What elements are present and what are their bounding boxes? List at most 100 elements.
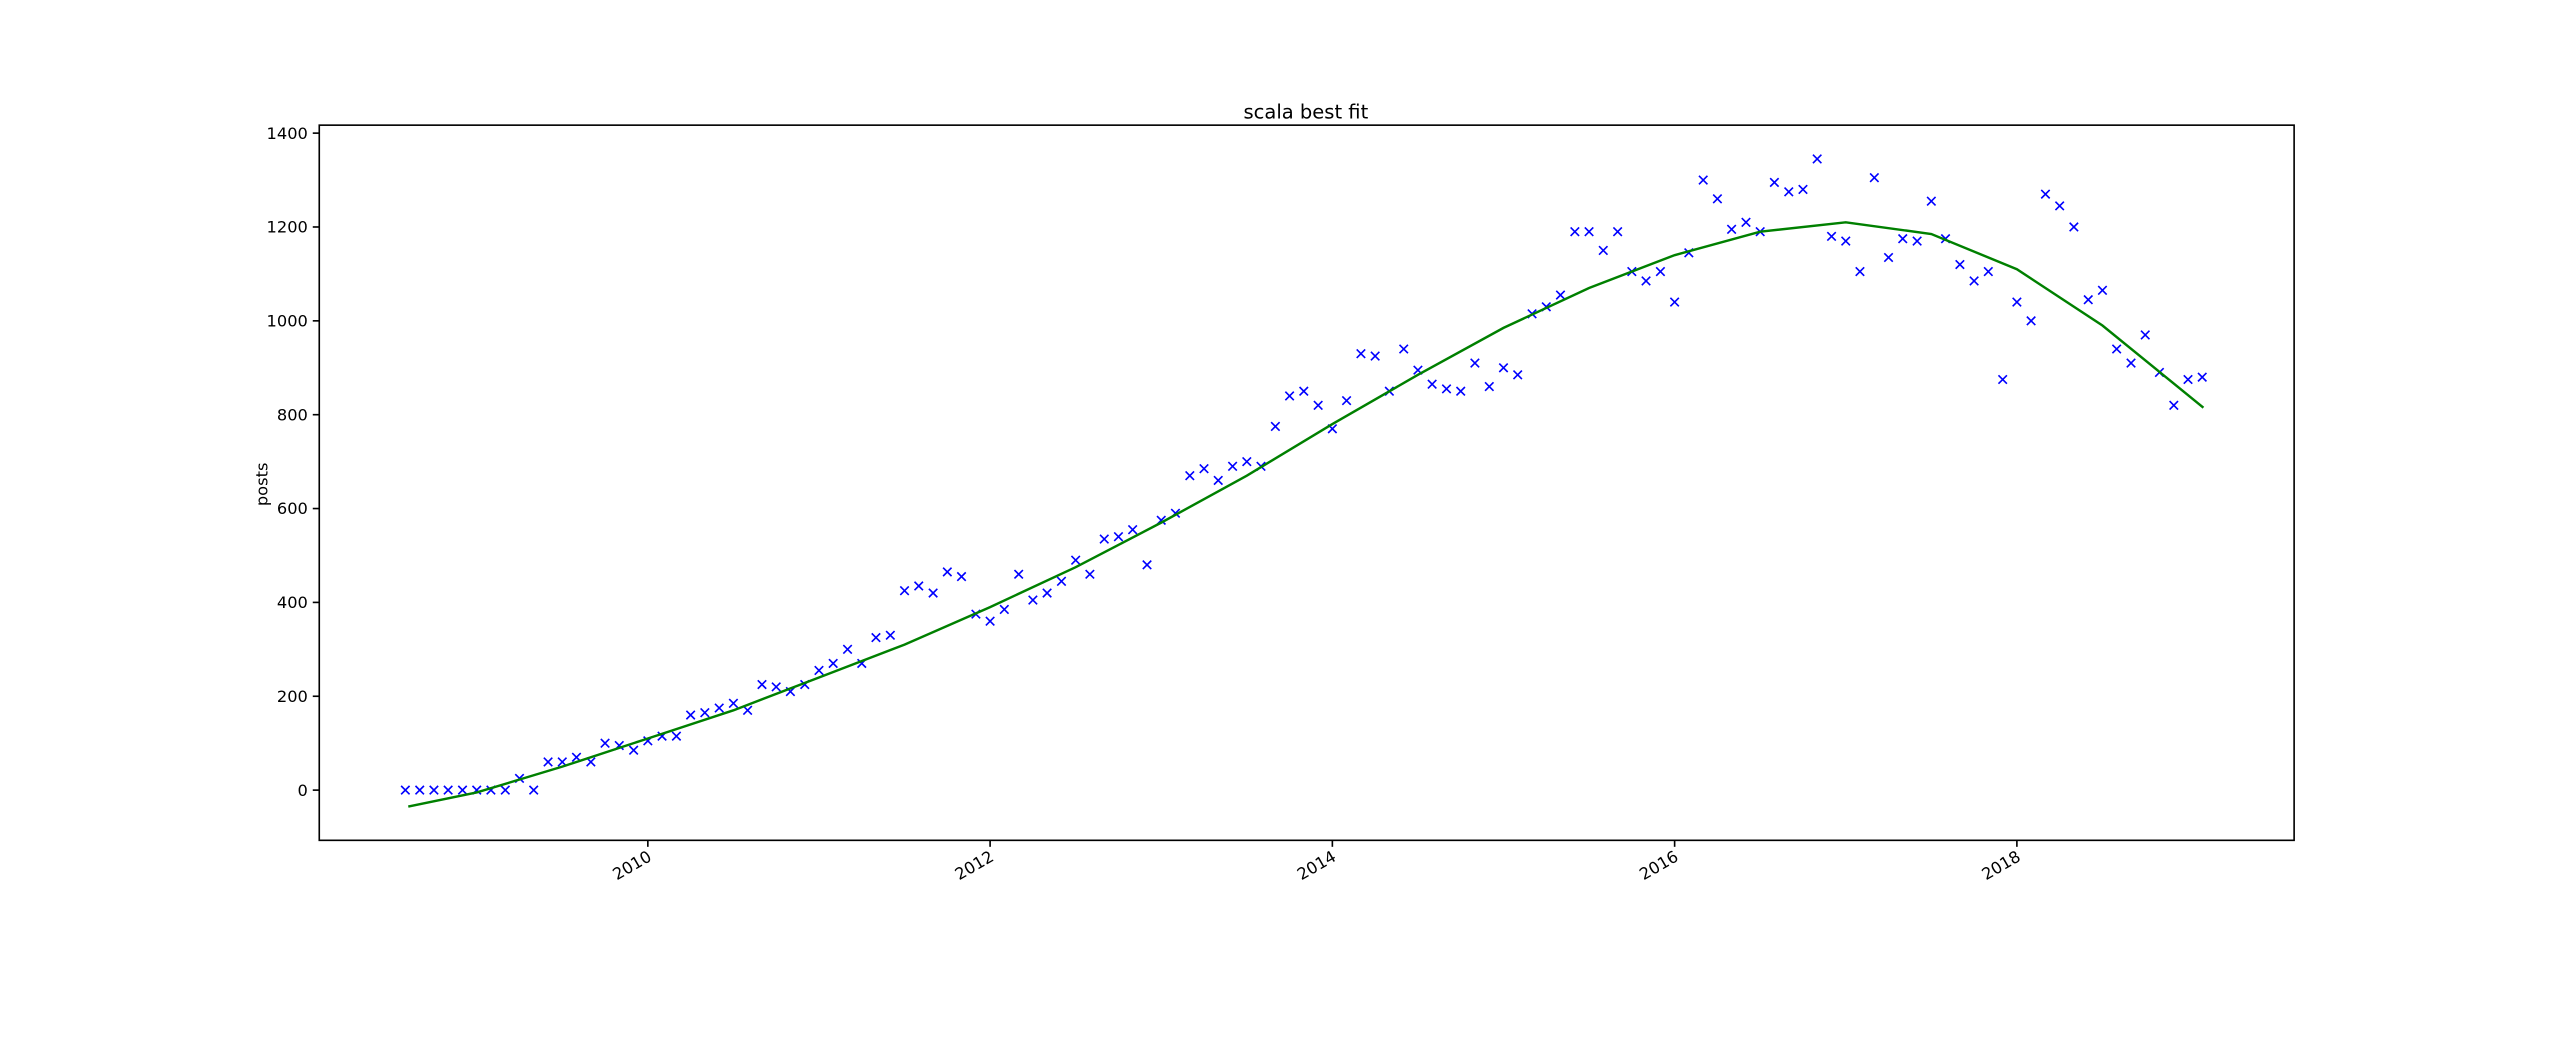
data-point	[1270, 421, 1281, 432]
data-point	[1213, 475, 1224, 486]
data-point	[885, 630, 896, 641]
data-point	[1142, 560, 1152, 570]
data-point	[400, 785, 411, 795]
x-tick-label: 2012	[952, 847, 997, 884]
data-point	[1840, 236, 1851, 246]
data-point	[2069, 222, 2079, 232]
data-point	[1356, 348, 1366, 359]
data-point	[543, 757, 553, 767]
data-point	[2097, 285, 2108, 296]
data-point	[842, 644, 853, 655]
data-point	[1199, 463, 1209, 474]
data-point	[1512, 370, 1523, 380]
data-point	[742, 705, 753, 716]
y-tick-label: 200	[277, 687, 308, 706]
data-point	[1042, 588, 1052, 598]
data-point	[1498, 362, 1509, 373]
data-point	[1085, 569, 1095, 580]
data-point	[828, 658, 838, 669]
axes-frame	[318, 124, 2295, 842]
data-point	[771, 682, 781, 692]
data-point	[956, 571, 967, 582]
data-point	[1455, 386, 1466, 397]
data-point	[2012, 297, 2022, 307]
data-point	[985, 616, 995, 626]
data-point	[1955, 259, 1965, 270]
data-point	[500, 785, 511, 795]
data-point	[1812, 154, 1822, 164]
data-point	[1555, 290, 1566, 300]
data-point	[1185, 470, 1195, 481]
data-point	[457, 785, 468, 795]
x-tick-label: 2018	[1978, 847, 2023, 884]
y-tick-label: 600	[277, 499, 308, 518]
data-point	[1612, 226, 1623, 237]
fit-line	[408, 221, 2205, 808]
data-point	[1712, 194, 1723, 204]
data-point	[2169, 400, 2179, 411]
y-tick-label: 1200	[267, 218, 308, 237]
data-point	[1227, 461, 1238, 472]
data-point	[628, 745, 639, 756]
data-point	[1912, 236, 1922, 246]
data-point	[714, 703, 725, 713]
data-point	[899, 585, 910, 596]
data-point	[1897, 233, 1908, 244]
data-point	[1398, 344, 1409, 354]
data-point	[1997, 374, 2008, 385]
data-point	[1313, 400, 1323, 411]
data-point	[1127, 524, 1138, 535]
data-point	[2126, 358, 2136, 368]
data-point	[1655, 266, 1666, 277]
data-point	[1826, 231, 1837, 242]
x-tick-label: 2010	[609, 847, 654, 884]
data-point	[2054, 201, 2065, 211]
data-point	[429, 785, 439, 795]
data-point	[700, 707, 710, 718]
data-point	[671, 731, 682, 741]
data-point	[1741, 217, 1751, 228]
data-point	[1883, 252, 1894, 263]
data-point	[1769, 177, 1780, 188]
y-tick-label: 1000	[267, 312, 308, 331]
data-point	[1983, 266, 1994, 277]
data-point	[528, 785, 539, 795]
data-point	[1669, 297, 1680, 307]
data-point	[999, 604, 1010, 615]
data-point	[1370, 351, 1380, 361]
data-point	[2183, 374, 2193, 385]
y-tick-label: 0	[298, 781, 308, 800]
data-point	[1056, 576, 1067, 587]
y-tick-label: 1400	[267, 124, 308, 143]
y-axis-label: posts	[252, 463, 271, 507]
data-point	[1698, 175, 1709, 185]
data-point	[600, 738, 610, 748]
data-point	[1341, 395, 1352, 406]
data-point	[1028, 595, 1038, 605]
data-point	[1584, 226, 1594, 237]
data-point	[1099, 534, 1110, 544]
data-point	[913, 581, 924, 591]
data-point	[1798, 184, 1808, 195]
data-point	[1284, 391, 1295, 401]
data-point	[2040, 189, 2051, 199]
data-point	[2026, 316, 2036, 326]
x-tick-label: 2016	[1636, 847, 1681, 884]
data-point	[685, 710, 696, 720]
y-tick-label: 400	[277, 593, 308, 612]
data-point	[1013, 569, 1024, 580]
data-point	[942, 567, 953, 577]
data-point	[1070, 555, 1081, 565]
data-point	[443, 785, 453, 795]
data-point	[1926, 196, 1937, 206]
data-point	[1427, 379, 1437, 389]
data-point	[2111, 344, 2122, 354]
data-point	[814, 665, 824, 676]
data-point	[1783, 186, 1794, 197]
data-point	[1298, 386, 1309, 397]
data-point	[414, 785, 425, 795]
data-point	[1869, 172, 1880, 183]
data-point	[728, 698, 739, 709]
x-tick-label: 2014	[1294, 847, 1339, 884]
data-point	[1441, 384, 1452, 394]
